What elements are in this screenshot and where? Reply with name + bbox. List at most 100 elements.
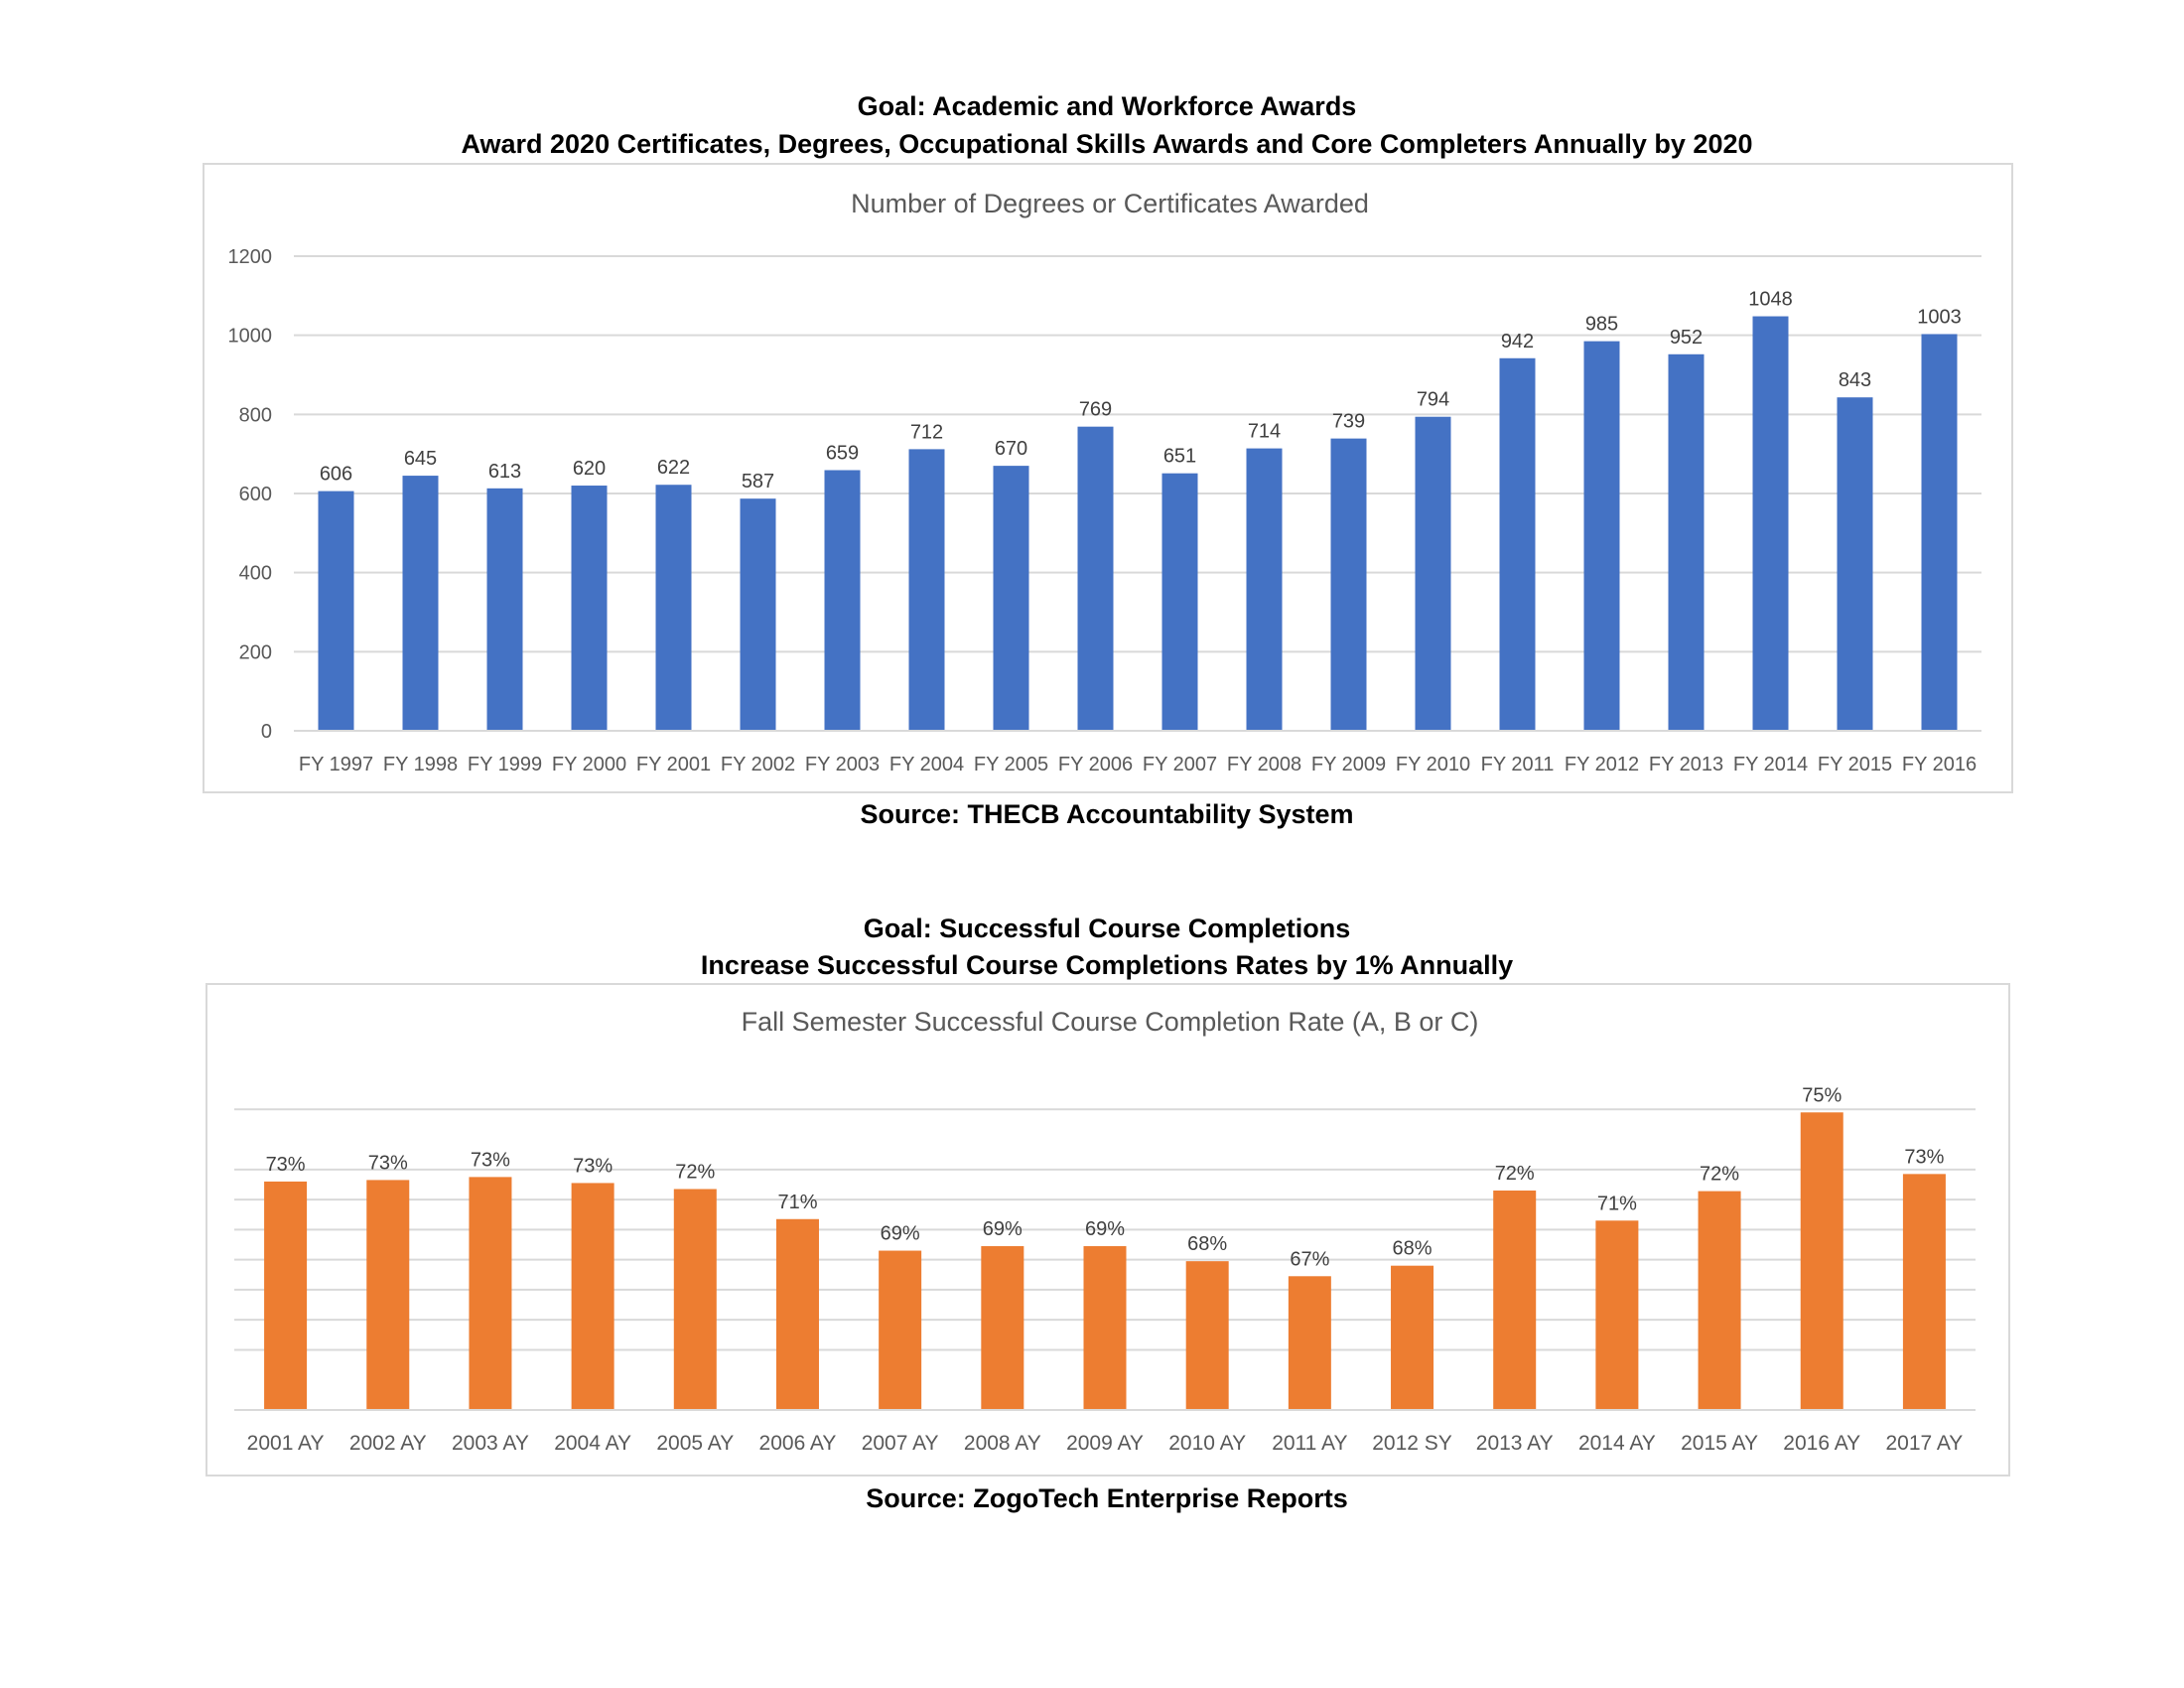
data-label: 739: [1332, 411, 1365, 433]
category-label: 2016 AY: [1783, 1432, 1860, 1455]
data-label: 769: [1079, 399, 1112, 421]
category-label: 2011 AY: [1272, 1432, 1347, 1455]
category-label: FY 1998: [383, 754, 458, 775]
bar: [1902, 1174, 1946, 1410]
category-label: 2007 AY: [862, 1432, 939, 1455]
category-label: 2010 AY: [1168, 1432, 1246, 1455]
category-label: FY 2001: [636, 754, 711, 775]
category-label: FY 2016: [1902, 754, 1977, 775]
data-label: 75%: [1802, 1084, 1842, 1106]
data-label: 985: [1585, 314, 1618, 336]
data-label: 712: [910, 421, 943, 443]
bar: [1752, 316, 1789, 731]
chart1-svg: Number of Degrees or Certificates Awarde…: [228, 189, 1981, 775]
chart2-goal-heading: Goal: Successful Course Completions: [863, 914, 1351, 943]
category-label: FY 2009: [1311, 754, 1386, 775]
category-label: FY 2012: [1565, 754, 1639, 775]
y-tick-label: 1200: [228, 246, 273, 268]
chart1-goal-heading: Goal: Academic and Workforce Awards: [857, 91, 1357, 121]
data-label: 843: [1839, 369, 1871, 391]
y-tick-label: 400: [239, 563, 272, 585]
data-label: 71%: [1597, 1193, 1637, 1214]
category-label: 2005 AY: [656, 1432, 734, 1455]
category-label: 2004 AY: [554, 1432, 631, 1455]
bar: [1921, 334, 1958, 731]
data-label: 72%: [1495, 1163, 1535, 1185]
data-label: 587: [742, 471, 774, 492]
category-label: 2003 AY: [452, 1432, 529, 1455]
y-tick-label: 200: [239, 641, 272, 663]
bar: [571, 486, 608, 731]
bar: [879, 1250, 922, 1410]
data-label: 68%: [1393, 1238, 1433, 1260]
category-label: FY 2003: [805, 754, 880, 775]
data-label: 670: [995, 438, 1027, 460]
y-tick-label: 800: [239, 404, 272, 426]
category-label: 2002 AY: [349, 1432, 427, 1455]
category-label: 2012 SY: [1372, 1432, 1452, 1455]
bar: [1800, 1112, 1843, 1410]
bar: [1499, 357, 1536, 731]
category-label: 2013 AY: [1476, 1432, 1554, 1455]
category-label: 2015 AY: [1681, 1432, 1758, 1455]
category-label: FY 2007: [1143, 754, 1217, 775]
bar: [366, 1180, 410, 1410]
chart-title: Fall Semester Successful Course Completi…: [742, 1007, 1479, 1037]
data-label: 69%: [1085, 1218, 1125, 1240]
bar: [318, 491, 354, 731]
bar: [1288, 1276, 1331, 1410]
chart1-subtitle-heading: Award 2020 Certificates, Degrees, Occupa…: [461, 129, 1753, 159]
bar: [1391, 1265, 1434, 1410]
data-label: 1048: [1748, 289, 1793, 311]
data-label: 645: [404, 448, 437, 470]
category-label: FY 2004: [889, 754, 964, 775]
category-label: 2001 AY: [247, 1432, 325, 1455]
bar: [1698, 1191, 1741, 1410]
bar: [1837, 397, 1873, 731]
category-label: FY 1997: [299, 754, 373, 775]
data-label: 72%: [675, 1161, 715, 1183]
data-label: 651: [1163, 446, 1196, 468]
category-label: 2014 AY: [1578, 1432, 1656, 1455]
bar: [1668, 353, 1705, 731]
category-label: FY 2010: [1396, 754, 1470, 775]
bar: [740, 498, 776, 731]
bar: [655, 485, 692, 731]
bar: [1246, 448, 1283, 731]
data-label: 1003: [1917, 306, 1962, 328]
y-tick-label: 600: [239, 484, 272, 505]
y-tick-label: 1000: [228, 326, 273, 348]
category-label: FY 1999: [468, 754, 542, 775]
category-label: FY 2006: [1058, 754, 1133, 775]
bar: [993, 466, 1029, 731]
data-label: 71%: [777, 1192, 817, 1213]
category-label: FY 2011: [1481, 754, 1555, 775]
bar: [824, 470, 861, 731]
chart2-container: Fall Semester Successful Course Completi…: [205, 983, 2010, 1477]
bar: [571, 1183, 614, 1410]
bar: [908, 449, 945, 731]
category-label: FY 2013: [1649, 754, 1723, 775]
bar: [1161, 473, 1198, 731]
data-label: 622: [657, 457, 690, 479]
category-label: FY 2015: [1818, 754, 1892, 775]
data-label: 794: [1417, 389, 1449, 411]
chart2-svg: Fall Semester Successful Course Completi…: [234, 1007, 1976, 1455]
bar: [402, 476, 439, 731]
data-label: 73%: [471, 1149, 510, 1171]
data-label: 73%: [1904, 1146, 1944, 1168]
category-label: FY 2000: [552, 754, 626, 775]
y-tick-label: 0: [261, 721, 272, 743]
bar: [1330, 438, 1367, 731]
chart1-container: Number of Degrees or Certificates Awarde…: [203, 163, 2013, 793]
data-label: 68%: [1187, 1233, 1227, 1255]
category-label: 2008 AY: [964, 1432, 1041, 1455]
category-label: 2009 AY: [1066, 1432, 1144, 1455]
data-label: 69%: [983, 1218, 1023, 1240]
bar: [1595, 1220, 1639, 1410]
bar: [486, 488, 523, 731]
category-label: 2006 AY: [759, 1432, 837, 1455]
bar: [1583, 341, 1620, 731]
chart-title: Number of Degrees or Certificates Awarde…: [851, 189, 1369, 218]
data-label: 73%: [573, 1155, 613, 1177]
